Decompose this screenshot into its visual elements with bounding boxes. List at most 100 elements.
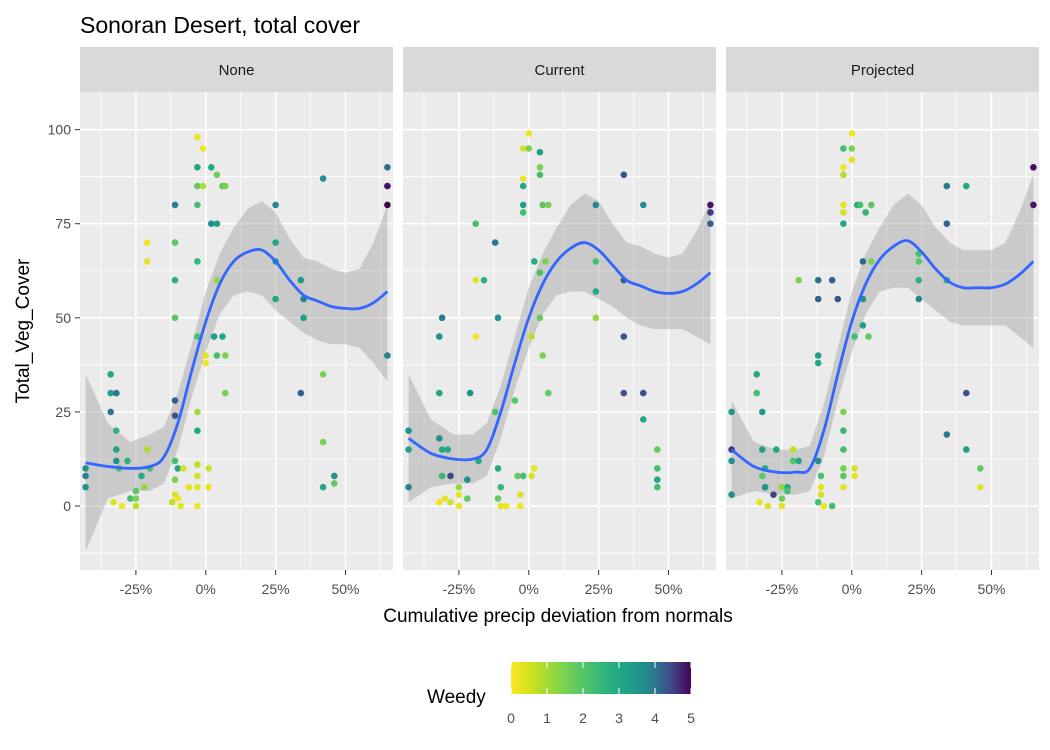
data-point	[171, 457, 179, 465]
data-point	[171, 276, 179, 284]
data-point	[174, 465, 182, 472]
data-point	[297, 276, 305, 284]
data-point	[438, 472, 446, 480]
data-point	[528, 333, 535, 340]
data-point	[789, 457, 797, 465]
legend-tick-label: 2	[579, 710, 587, 726]
data-point	[528, 472, 535, 480]
data-point	[222, 352, 229, 359]
data-point	[519, 201, 527, 209]
data-point	[840, 465, 847, 472]
data-point	[331, 472, 338, 480]
data-point	[828, 502, 836, 510]
data-point	[868, 258, 875, 265]
data-point	[297, 389, 305, 397]
data-point	[384, 182, 391, 190]
data-point	[915, 276, 923, 284]
data-point	[436, 499, 443, 506]
facet-strip-label: Current	[534, 62, 585, 79]
data-point	[840, 472, 847, 480]
data-point	[654, 483, 661, 491]
facet-strip	[80, 47, 393, 92]
data-point	[194, 427, 201, 435]
data-point	[761, 483, 769, 491]
panel-background	[726, 92, 1039, 570]
data-point	[127, 495, 134, 502]
data-point	[494, 465, 502, 472]
data-point	[770, 491, 777, 499]
smooth-line	[407, 241, 712, 462]
legend-tick-label: 3	[615, 710, 623, 726]
data-point	[756, 499, 763, 506]
data-point	[113, 389, 120, 397]
data-point	[851, 465, 858, 472]
data-point	[472, 220, 480, 227]
data-point	[834, 295, 842, 303]
data-point	[859, 322, 867, 329]
data-point	[199, 145, 207, 152]
confidence-band	[408, 193, 711, 503]
x-tick-label: 25%	[908, 581, 936, 597]
x-tick-label: -25%	[443, 581, 476, 597]
data-point	[915, 295, 923, 303]
y-tick-label: 25	[55, 404, 71, 420]
data-point	[814, 276, 822, 284]
x-tick-label: -25%	[120, 581, 153, 597]
data-point	[222, 182, 229, 190]
data-point	[820, 502, 828, 510]
legend-tick-label: 1	[543, 710, 551, 726]
data-point	[110, 499, 117, 506]
data-point	[531, 258, 538, 265]
data-point	[455, 502, 463, 510]
data-point	[728, 457, 735, 465]
data-point	[113, 446, 120, 453]
data-point	[542, 258, 549, 265]
data-point	[943, 220, 951, 227]
data-point	[199, 182, 207, 190]
data-point	[764, 502, 772, 510]
data-point	[773, 446, 780, 453]
data-point	[592, 201, 600, 209]
data-point	[141, 483, 148, 491]
data-point	[784, 487, 791, 495]
smooth-line	[85, 248, 389, 470]
data-point	[525, 130, 533, 137]
data-point	[531, 465, 538, 472]
data-point	[795, 457, 802, 465]
data-point	[194, 182, 201, 190]
data-point	[171, 476, 179, 484]
data-point	[915, 258, 923, 265]
data-point	[539, 352, 546, 359]
data-point	[194, 502, 201, 510]
data-point	[977, 465, 984, 472]
data-point	[943, 182, 951, 190]
y-tick-label: 100	[48, 122, 72, 138]
data-point	[519, 472, 527, 480]
data-point	[132, 487, 140, 495]
smooth-line	[730, 239, 1035, 475]
data-point	[213, 171, 221, 179]
data-point	[753, 371, 760, 378]
data-point	[384, 352, 391, 359]
data-point	[943, 431, 951, 438]
data-point	[778, 483, 786, 491]
data-point	[497, 502, 505, 510]
data-point	[654, 465, 661, 472]
x-tick-label: 0%	[519, 581, 539, 597]
data-point	[640, 201, 647, 209]
data-point	[494, 495, 502, 502]
data-point	[113, 427, 120, 435]
data-point	[728, 491, 735, 499]
data-point	[1030, 164, 1037, 171]
data-point	[707, 220, 714, 227]
data-point	[536, 148, 544, 156]
data-point	[441, 495, 449, 502]
data-point	[707, 209, 714, 216]
data-point	[436, 389, 443, 397]
data-point	[514, 472, 521, 480]
data-point	[640, 389, 647, 397]
data-point	[795, 276, 802, 284]
facet-strip-label: None	[219, 62, 255, 79]
x-tick-label: 50%	[654, 581, 682, 597]
chart-title: Sonoran Desert, total cover	[80, 12, 360, 38]
